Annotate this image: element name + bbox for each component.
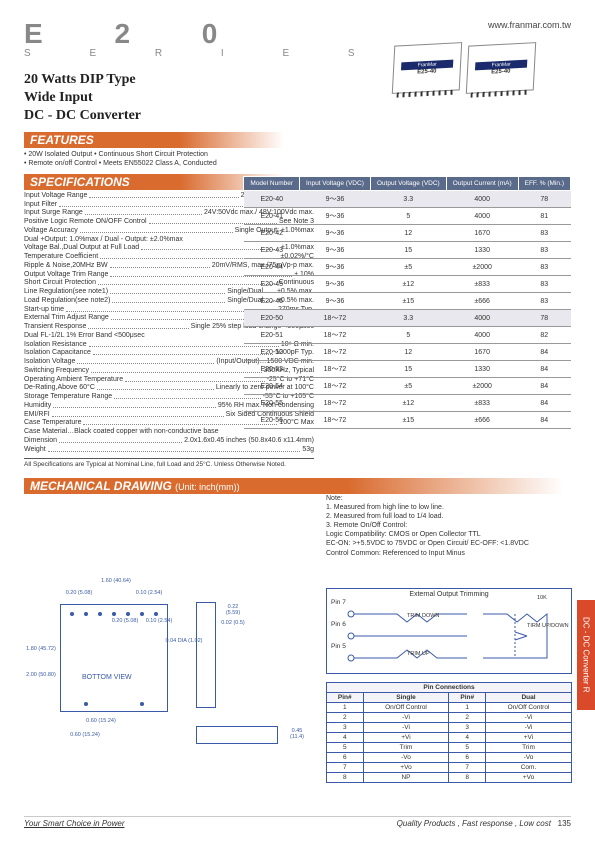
spec-row: Dimension2.0x1.6x0.45 inches (50.8x40.6 …: [24, 437, 314, 446]
pin-row: 6-Vo6-Vo: [327, 753, 572, 763]
table-row: E20-449～36±5±200083: [244, 259, 571, 276]
product-thumb-1: FranMar E25-40: [392, 42, 462, 94]
pin-row: 2-Vi2-Vi: [327, 713, 572, 723]
table-row: E20-439～3615133083: [244, 242, 571, 259]
mech-heading: MECHANICAL DRAWING (Unit: inch(mm)): [24, 478, 564, 494]
pin-row: 4+Vi4+Vi: [327, 733, 572, 743]
spec-row: Weight53g: [24, 446, 314, 455]
url-text: www.franmar.com.tw: [488, 20, 571, 30]
table-row: E20-429～3612167083: [244, 225, 571, 242]
table-row: E20-5518～72±12±83384: [244, 395, 571, 412]
spec-row: Case Material…Black coated copper with n…: [24, 428, 314, 437]
pin-row: 5Trim5Trim: [327, 743, 572, 753]
side-tab: DC - DC Converter R: [577, 600, 595, 710]
table-notes: Note: 1. Measured from high line to low …: [326, 494, 571, 558]
pin-row: 3-Vi3-Vi: [327, 723, 572, 733]
table-row: E20-5318～7215133084: [244, 361, 571, 378]
bottom-view-label: BOTTOM VIEW: [82, 674, 132, 681]
mechanical-drawing: BOTTOM VIEW 1.60 (40.64) 0.20 (5.08) 0.1…: [24, 578, 572, 778]
pin-table: Pin ConnectionsPin#SinglePin#Dual1On/Off…: [326, 682, 572, 783]
table-row: E20-5018～723.3400078: [244, 310, 571, 327]
table-row: E20-409～363.3400078: [244, 191, 571, 208]
page-number: 135: [558, 819, 571, 828]
table-row: E20-469～36±15±66683: [244, 293, 571, 310]
table-row: E20-5618～72±15±66684: [244, 412, 571, 429]
table-row: E20-5418～72±5±200084: [244, 378, 571, 395]
features-heading: FEATURES: [24, 132, 284, 148]
trim-box: External Output Trimming Pin 7 Pin 6 Pin…: [326, 588, 572, 674]
features-list: • 20W Isolated Output • Continuous Short…: [24, 150, 571, 168]
table-row: E20-5218～7212167084: [244, 344, 571, 361]
model-table: Model NumberInput Voltage (VDC)Output Vo…: [243, 176, 571, 429]
footer-tagline-left: Your Smart Choice in Power: [24, 819, 125, 828]
product-thumb-2: FranMar E25-40: [466, 42, 536, 94]
footer: Your Smart Choice in Power Quality Produ…: [24, 816, 571, 828]
pin-row: 8NP8+Vo: [327, 773, 572, 783]
table-row: E20-459～36±12±83383: [244, 276, 571, 293]
footer-tagline-right: Quality Products , Fast response , Low c…: [397, 819, 551, 828]
pin-row: 7+Vo7Com.: [327, 763, 572, 773]
table-row: E20-419～365400081: [244, 208, 571, 225]
table-row: E20-5118～725400082: [244, 327, 571, 344]
pin-row: 1On/Off Control1On/Off Control: [327, 703, 572, 713]
product-images: FranMar E25-40 FranMar E25-40: [393, 44, 535, 92]
spec-footnote: All Specifications are Typical at Nomina…: [24, 458, 314, 468]
